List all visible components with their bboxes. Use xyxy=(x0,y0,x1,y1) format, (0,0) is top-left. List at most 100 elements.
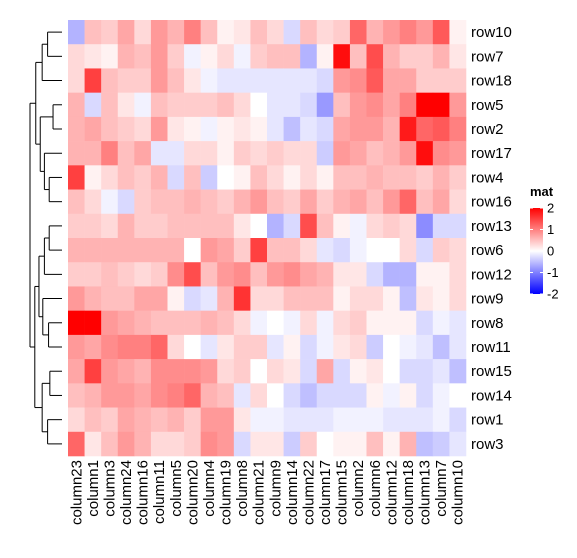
row-label: row15 xyxy=(471,363,512,380)
heatmap-cell xyxy=(366,431,384,457)
heatmap-cell xyxy=(449,286,467,311)
heatmap-cell xyxy=(200,68,218,93)
heatmap-cell xyxy=(267,310,284,336)
heatmap-cell xyxy=(200,44,218,69)
heatmap-cell xyxy=(167,359,185,384)
heatmap-cell xyxy=(217,238,235,263)
heatmap-cell xyxy=(432,310,450,336)
heatmap-cell xyxy=(68,189,85,215)
heatmap-cell xyxy=(449,116,467,142)
heatmap-cell xyxy=(399,44,417,69)
heatmap-cell xyxy=(366,44,384,69)
heatmap-cell xyxy=(250,92,268,118)
heatmap-cell xyxy=(117,116,135,142)
row-label: row18 xyxy=(471,73,512,90)
heatmap-cell xyxy=(366,165,384,190)
heatmap-cell xyxy=(250,189,268,215)
heatmap-cell xyxy=(449,359,467,384)
heatmap-cell xyxy=(150,92,168,118)
heatmap-cell xyxy=(101,431,119,457)
heatmap-cell xyxy=(366,359,384,384)
heatmap-cell xyxy=(134,431,152,457)
heatmap-cell xyxy=(283,116,301,142)
heatmap-cell xyxy=(84,262,102,287)
heatmap-cell xyxy=(217,407,235,433)
heatmap-cell xyxy=(200,383,218,408)
heatmap-cell xyxy=(84,407,102,433)
row-label: row7 xyxy=(471,48,504,65)
heatmap-cell xyxy=(283,165,301,190)
heatmap-cell xyxy=(101,334,119,360)
heatmap-cell xyxy=(101,141,119,166)
heatmap-cell xyxy=(416,238,434,263)
heatmap-cell xyxy=(333,383,351,408)
row-label: row3 xyxy=(471,436,504,453)
heatmap-cell xyxy=(416,286,434,311)
heatmap-cell xyxy=(233,310,251,336)
heatmap-cell xyxy=(217,141,235,166)
heatmap-cell xyxy=(68,44,85,69)
column-label: column20 xyxy=(184,460,201,525)
heatmap-cell xyxy=(117,141,135,166)
heatmap-cell xyxy=(349,262,367,287)
heatmap-cell xyxy=(349,310,367,336)
heatmap-cell xyxy=(233,68,251,93)
heatmap-cell xyxy=(200,334,218,360)
row-dendrogram xyxy=(29,31,62,445)
heatmap-cell xyxy=(300,92,318,118)
heatmap-cell xyxy=(300,431,318,457)
heatmap-cell xyxy=(366,20,384,45)
heatmap-cell xyxy=(283,383,301,408)
legend-tick-label: 0 xyxy=(547,244,554,259)
heatmap-cell xyxy=(316,310,334,336)
heatmap-cell xyxy=(333,213,351,239)
heatmap-cell xyxy=(68,213,85,239)
heatmap-cell xyxy=(416,213,434,239)
heatmap-cell xyxy=(316,286,334,311)
heatmap-cell xyxy=(217,165,235,190)
heatmap-cell xyxy=(416,310,434,336)
heatmap-cell xyxy=(333,68,351,93)
heatmap-cell xyxy=(68,310,85,336)
heatmap-cell xyxy=(200,310,218,336)
heatmap-cell xyxy=(316,431,334,457)
heatmap-cell xyxy=(349,165,367,190)
heatmap-cell xyxy=(283,310,301,336)
column-labels: column23 column1 column3 column24 column16 co… xyxy=(68,460,466,525)
heatmap-cell xyxy=(383,262,400,287)
heatmap-cell xyxy=(432,20,450,45)
row-label: row11 xyxy=(471,339,511,356)
heatmap-cell xyxy=(399,165,417,190)
heatmap-cell xyxy=(150,407,168,433)
heatmap-cell xyxy=(333,262,351,287)
heatmap-cell xyxy=(84,20,102,45)
heatmap-cell xyxy=(383,44,400,69)
heatmap-cell xyxy=(383,165,400,190)
heatmap-cell xyxy=(416,44,434,69)
heatmap-cell xyxy=(300,213,318,239)
row-label: row14 xyxy=(471,387,512,404)
heatmap-cell xyxy=(117,262,135,287)
column-label: column22 xyxy=(300,460,317,525)
heatmap-cell xyxy=(250,238,268,263)
heatmap-cell xyxy=(134,141,152,166)
heatmap-cell xyxy=(349,334,367,360)
heatmap-cell xyxy=(316,359,334,384)
heatmap-cell xyxy=(449,310,467,336)
heatmap-cell xyxy=(300,310,318,336)
heatmap-cell xyxy=(250,310,268,336)
heatmap-cell xyxy=(300,44,318,69)
heatmap-cell xyxy=(399,383,417,408)
heatmap-cell xyxy=(416,431,434,457)
heatmap-cell xyxy=(283,213,301,239)
heatmap-cell xyxy=(184,286,201,311)
heatmap-cell xyxy=(134,407,152,433)
heatmap-cell xyxy=(68,116,85,142)
heatmap-cell xyxy=(167,213,185,239)
heatmap-cell xyxy=(250,262,268,287)
heatmap-cell xyxy=(200,431,218,457)
heatmap-cell xyxy=(184,334,201,360)
heatmap-cell xyxy=(250,165,268,190)
heatmap-cell xyxy=(366,92,384,118)
heatmap-cell xyxy=(300,407,318,433)
